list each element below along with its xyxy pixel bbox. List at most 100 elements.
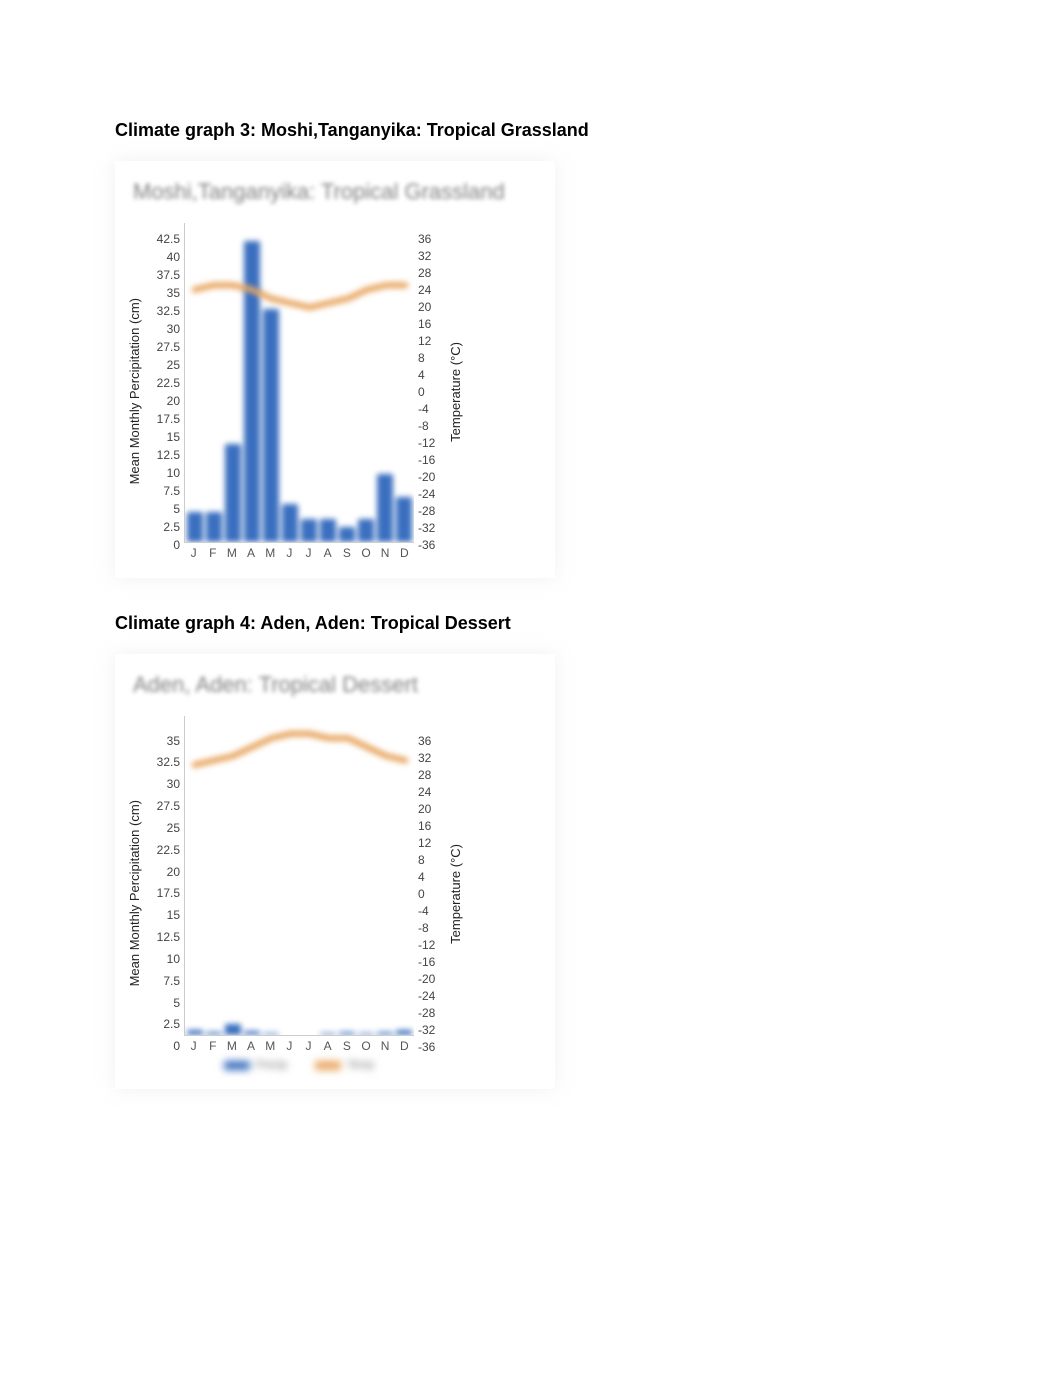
- page-content: Climate graph 3: Moshi,Tanganyika: Tropi…: [0, 0, 1062, 1184]
- chart4-plot-wrap: JFMAMJJASOND Precip Temp: [184, 716, 414, 1071]
- y-left-tick: 37.5: [146, 268, 180, 282]
- legend-temp-label: Temp: [347, 1059, 374, 1071]
- y-left-tick: 42.5: [146, 232, 180, 246]
- precip-bar: [282, 504, 298, 542]
- y-right-tick: 32: [418, 751, 444, 765]
- y-right-tick: 28: [418, 266, 444, 280]
- chart3-yaxis-right-ticks: 36322824201612840-4-8-12-16-20-24-28-32-…: [418, 232, 444, 552]
- y-right-tick: -8: [418, 921, 444, 935]
- y-right-tick: 0: [418, 385, 444, 399]
- x-tick: J: [186, 546, 202, 560]
- x-tick: M: [262, 1039, 278, 1053]
- climate-chart-4: Aden, Aden: Tropical Dessert Mean Monthl…: [115, 654, 555, 1089]
- y-left-tick: 40: [146, 250, 180, 264]
- x-tick: F: [205, 546, 221, 560]
- x-tick: N: [377, 1039, 393, 1053]
- y-right-tick: -8: [418, 419, 444, 433]
- chart3-body: Mean Monthly Percipitation (cm) 42.54037…: [127, 223, 543, 560]
- x-tick: M: [224, 546, 240, 560]
- y-left-tick: 20: [146, 865, 180, 879]
- y-left-tick: 2.5: [146, 520, 180, 534]
- precip-bar: [358, 519, 374, 542]
- x-tick: S: [339, 546, 355, 560]
- y-right-tick: 8: [418, 351, 444, 365]
- precip-bar: [320, 519, 336, 542]
- y-right-tick: 20: [418, 802, 444, 816]
- legend-temp: Temp: [315, 1059, 374, 1071]
- y-left-tick: 35: [146, 286, 180, 300]
- precip-bar: [263, 309, 279, 542]
- y-left-tick: 30: [146, 322, 180, 336]
- y-right-tick: -32: [418, 521, 444, 535]
- y-left-tick: 7.5: [146, 484, 180, 498]
- y-left-tick: 7.5: [146, 974, 180, 988]
- legend-precip: Precip: [224, 1059, 287, 1071]
- chart3-title: Moshi,Tanganyika: Tropical Grassland: [133, 179, 543, 205]
- y-left-tick: 12.5: [146, 930, 180, 944]
- y-right-tick: 24: [418, 283, 444, 297]
- y-right-tick: 20: [418, 300, 444, 314]
- y-right-tick: -4: [418, 904, 444, 918]
- y-left-tick: 27.5: [146, 340, 180, 354]
- y-right-tick: 8: [418, 853, 444, 867]
- x-tick: A: [243, 1039, 259, 1053]
- x-tick: J: [281, 1039, 297, 1053]
- x-tick: O: [358, 1039, 374, 1053]
- x-tick: J: [186, 1039, 202, 1053]
- x-tick: J: [301, 546, 317, 560]
- x-tick: J: [281, 546, 297, 560]
- x-tick: F: [205, 1039, 221, 1053]
- legend-precip-swatch: [224, 1061, 250, 1070]
- precip-bar: [244, 1031, 260, 1035]
- y-left-tick: 5: [146, 502, 180, 516]
- y-left-tick: 10: [146, 952, 180, 966]
- precip-bar: [339, 1032, 355, 1035]
- precip-bar: [396, 497, 412, 542]
- y-right-tick: -16: [418, 955, 444, 969]
- precip-bar: [263, 1033, 279, 1035]
- y-left-tick: 25: [146, 821, 180, 835]
- chart3-plot-wrap: JFMAMJJASOND: [184, 223, 414, 560]
- precip-bar: [339, 527, 355, 542]
- y-right-tick: -24: [418, 487, 444, 501]
- y-left-tick: 15: [146, 430, 180, 444]
- precip-bar: [206, 512, 222, 542]
- y-left-tick: 32.5: [146, 755, 180, 769]
- chart3-yaxis-left-label: Mean Monthly Percipitation (cm): [127, 298, 142, 484]
- y-right-tick: 32: [418, 249, 444, 263]
- chart4-plot-area: [184, 716, 414, 1036]
- y-left-tick: 30: [146, 777, 180, 791]
- y-right-tick: 36: [418, 734, 444, 748]
- y-right-tick: -20: [418, 972, 444, 986]
- x-tick: M: [262, 546, 278, 560]
- y-left-tick: 17.5: [146, 886, 180, 900]
- y-left-tick: 12.5: [146, 448, 180, 462]
- caption-chart3: Climate graph 3: Moshi,Tanganyika: Tropi…: [115, 120, 947, 141]
- y-left-tick: 15: [146, 908, 180, 922]
- chart4-xaxis: JFMAMJJASOND: [184, 1039, 414, 1053]
- chart4-body: Mean Monthly Percipitation (cm) 3532.530…: [127, 716, 543, 1071]
- y-left-tick: 22.5: [146, 843, 180, 857]
- precip-bar: [206, 1032, 222, 1035]
- y-right-tick: 4: [418, 368, 444, 382]
- y-right-tick: -12: [418, 938, 444, 952]
- y-right-tick: 36: [418, 232, 444, 246]
- precip-bar: [225, 444, 241, 542]
- climate-chart-3: Moshi,Tanganyika: Tropical Grassland Mea…: [115, 161, 555, 578]
- y-right-tick: -24: [418, 989, 444, 1003]
- x-tick: S: [339, 1039, 355, 1053]
- precip-bar: [377, 474, 393, 542]
- y-left-tick: 27.5: [146, 799, 180, 813]
- precip-bar: [358, 1033, 374, 1035]
- x-tick: A: [320, 546, 336, 560]
- chart4-yaxis-left-label: Mean Monthly Percipitation (cm): [127, 800, 142, 986]
- chart3-xaxis: JFMAMJJASOND: [184, 546, 414, 560]
- y-right-tick: -20: [418, 470, 444, 484]
- x-tick: D: [396, 1039, 412, 1053]
- y-left-tick: 32.5: [146, 304, 180, 318]
- y-left-tick: 10: [146, 466, 180, 480]
- precip-bar: [320, 1033, 336, 1035]
- x-tick: A: [243, 546, 259, 560]
- chart3-bars: [185, 223, 414, 542]
- y-right-tick: -12: [418, 436, 444, 450]
